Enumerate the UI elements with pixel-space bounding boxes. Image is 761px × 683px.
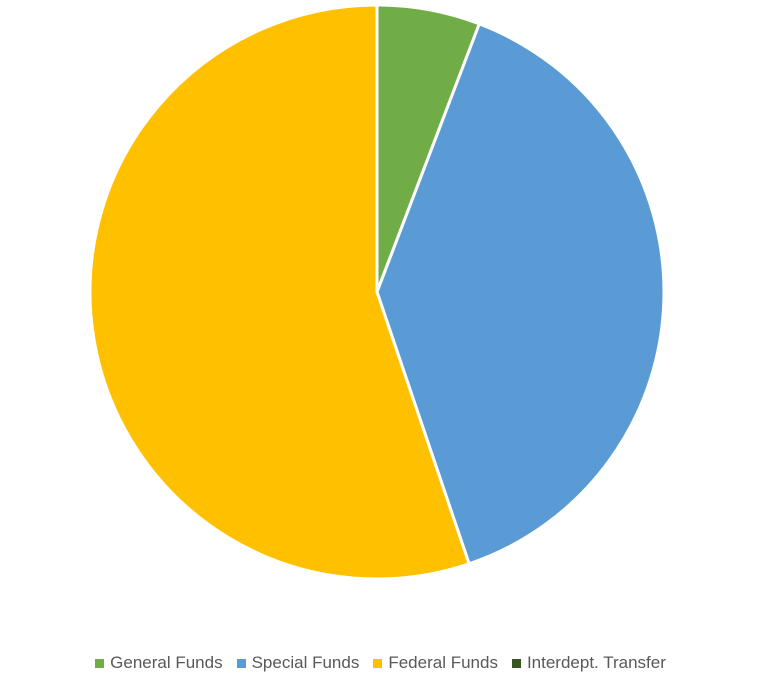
pie-slice-federal-funds <box>88 3 471 581</box>
legend-item-federal-funds: Federal Funds <box>373 653 498 673</box>
legend-label-special-funds: Special Funds <box>251 653 360 672</box>
chart-legend: General Funds Special Funds Federal Fund… <box>0 653 761 673</box>
legend-label-federal-funds: Federal Funds <box>388 653 498 672</box>
legend-label-general-funds: General Funds <box>110 653 223 672</box>
legend-item-interdept-transfer: Interdept. Transfer <box>511 653 666 673</box>
legend-item-general-funds: General Funds <box>95 653 223 673</box>
legend-swatch-federal-funds <box>373 658 383 668</box>
pie-slices <box>88 3 666 581</box>
legend-label-interdept-transfer: Interdept. Transfer <box>526 653 666 672</box>
legend-swatch-special-funds <box>236 658 246 668</box>
legend-swatch-interdept-transfer <box>511 658 521 668</box>
legend-item-special-funds: Special Funds <box>236 653 360 673</box>
pie-slice-special-funds <box>375 22 666 566</box>
legend-swatch-general-funds <box>95 658 105 668</box>
